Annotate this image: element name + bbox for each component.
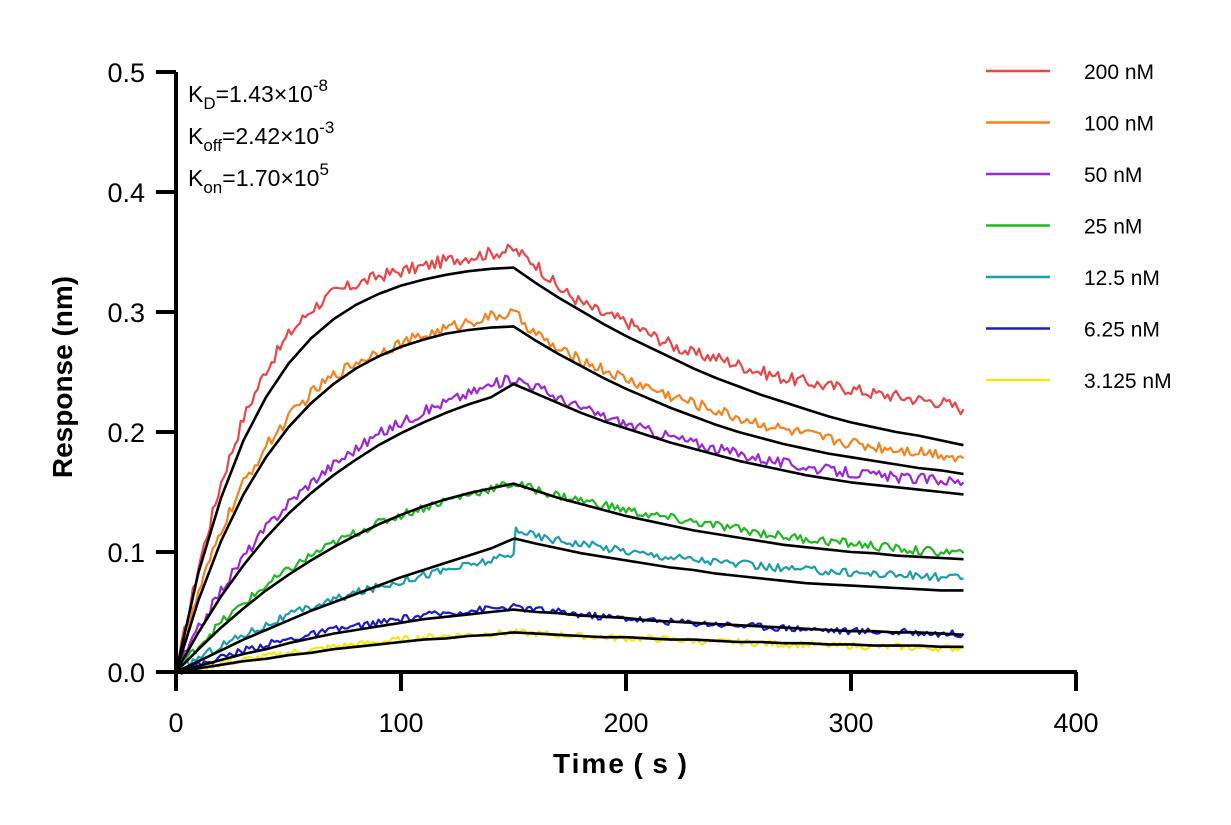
constant-exponent: -3 (319, 118, 334, 137)
x-tick-label: 0 (168, 708, 183, 738)
legend-label: 25 nM (1084, 216, 1142, 239)
constant-value: =1.43×10 (216, 81, 313, 107)
x-tick-label: 100 (378, 708, 423, 738)
x-axis-title: Time ( s ) (553, 748, 689, 779)
constant-subscript: D (203, 94, 215, 113)
y-tick-label: 0.2 (107, 418, 145, 448)
axis-ticks: 0 100 200 300 400 0.0 0.1 0.2 0.3 0.4 0.5 (107, 58, 1098, 738)
kinetic-constant-label: Kon=1.70×105 (188, 160, 329, 197)
series-fit-line (175, 482, 964, 673)
legend: 200 nM 100 nM 50 nM 25 nM 12.5 nM 6.25 nM 3.12… (986, 61, 1172, 393)
series-fit-line (175, 608, 964, 674)
constant-value: =1.70×10 (222, 165, 319, 191)
constant-subscript: off (203, 136, 222, 155)
kinetic-constant-label: Koff=2.42×10-3 (188, 118, 334, 155)
series-measured-line (175, 526, 964, 673)
series-fit-line (175, 631, 964, 674)
y-tick-label: 0.1 (107, 538, 145, 568)
legend-label: 6.25 nM (1084, 319, 1160, 342)
y-tick-label: 0.0 (107, 658, 145, 688)
series-fit-line (174, 325, 964, 673)
y-tick-label: 0.5 (107, 58, 145, 88)
series-fit-line (174, 266, 964, 673)
series-measured-line (174, 243, 965, 673)
legend-label: 50 nM (1084, 164, 1142, 187)
y-tick-label: 0.3 (107, 298, 145, 328)
legend-label: 3.125 nM (1084, 370, 1172, 393)
kinetic-constant-label: KD=1.43×10-8 (188, 76, 328, 113)
legend-label: 12.5 nM (1084, 267, 1160, 290)
constant-symbol: K (188, 81, 204, 107)
legend-label: 100 nM (1084, 113, 1154, 136)
x-tick-label: 400 (1053, 708, 1098, 738)
x-tick-label: 300 (828, 708, 873, 738)
constant-symbol: K (188, 165, 204, 191)
constant-exponent: -8 (313, 76, 328, 95)
series-measured-line (175, 480, 965, 673)
plot-area (174, 243, 965, 675)
axes (174, 72, 1077, 674)
constant-symbol: K (188, 123, 204, 149)
constant-value: =2.42×10 (222, 123, 319, 149)
constant-subscript: on (203, 178, 222, 197)
x-tick-label: 200 (603, 708, 648, 738)
y-axis-title: Response (nm) (47, 276, 78, 478)
y-tick-label: 0.4 (107, 178, 145, 208)
series-fit-line (175, 537, 964, 674)
legend-label: 200 nM (1084, 61, 1154, 84)
series-measured-line (174, 308, 965, 673)
series-fit-line (174, 382, 964, 673)
constant-exponent: 5 (319, 160, 328, 179)
series-measured-line (175, 374, 965, 673)
